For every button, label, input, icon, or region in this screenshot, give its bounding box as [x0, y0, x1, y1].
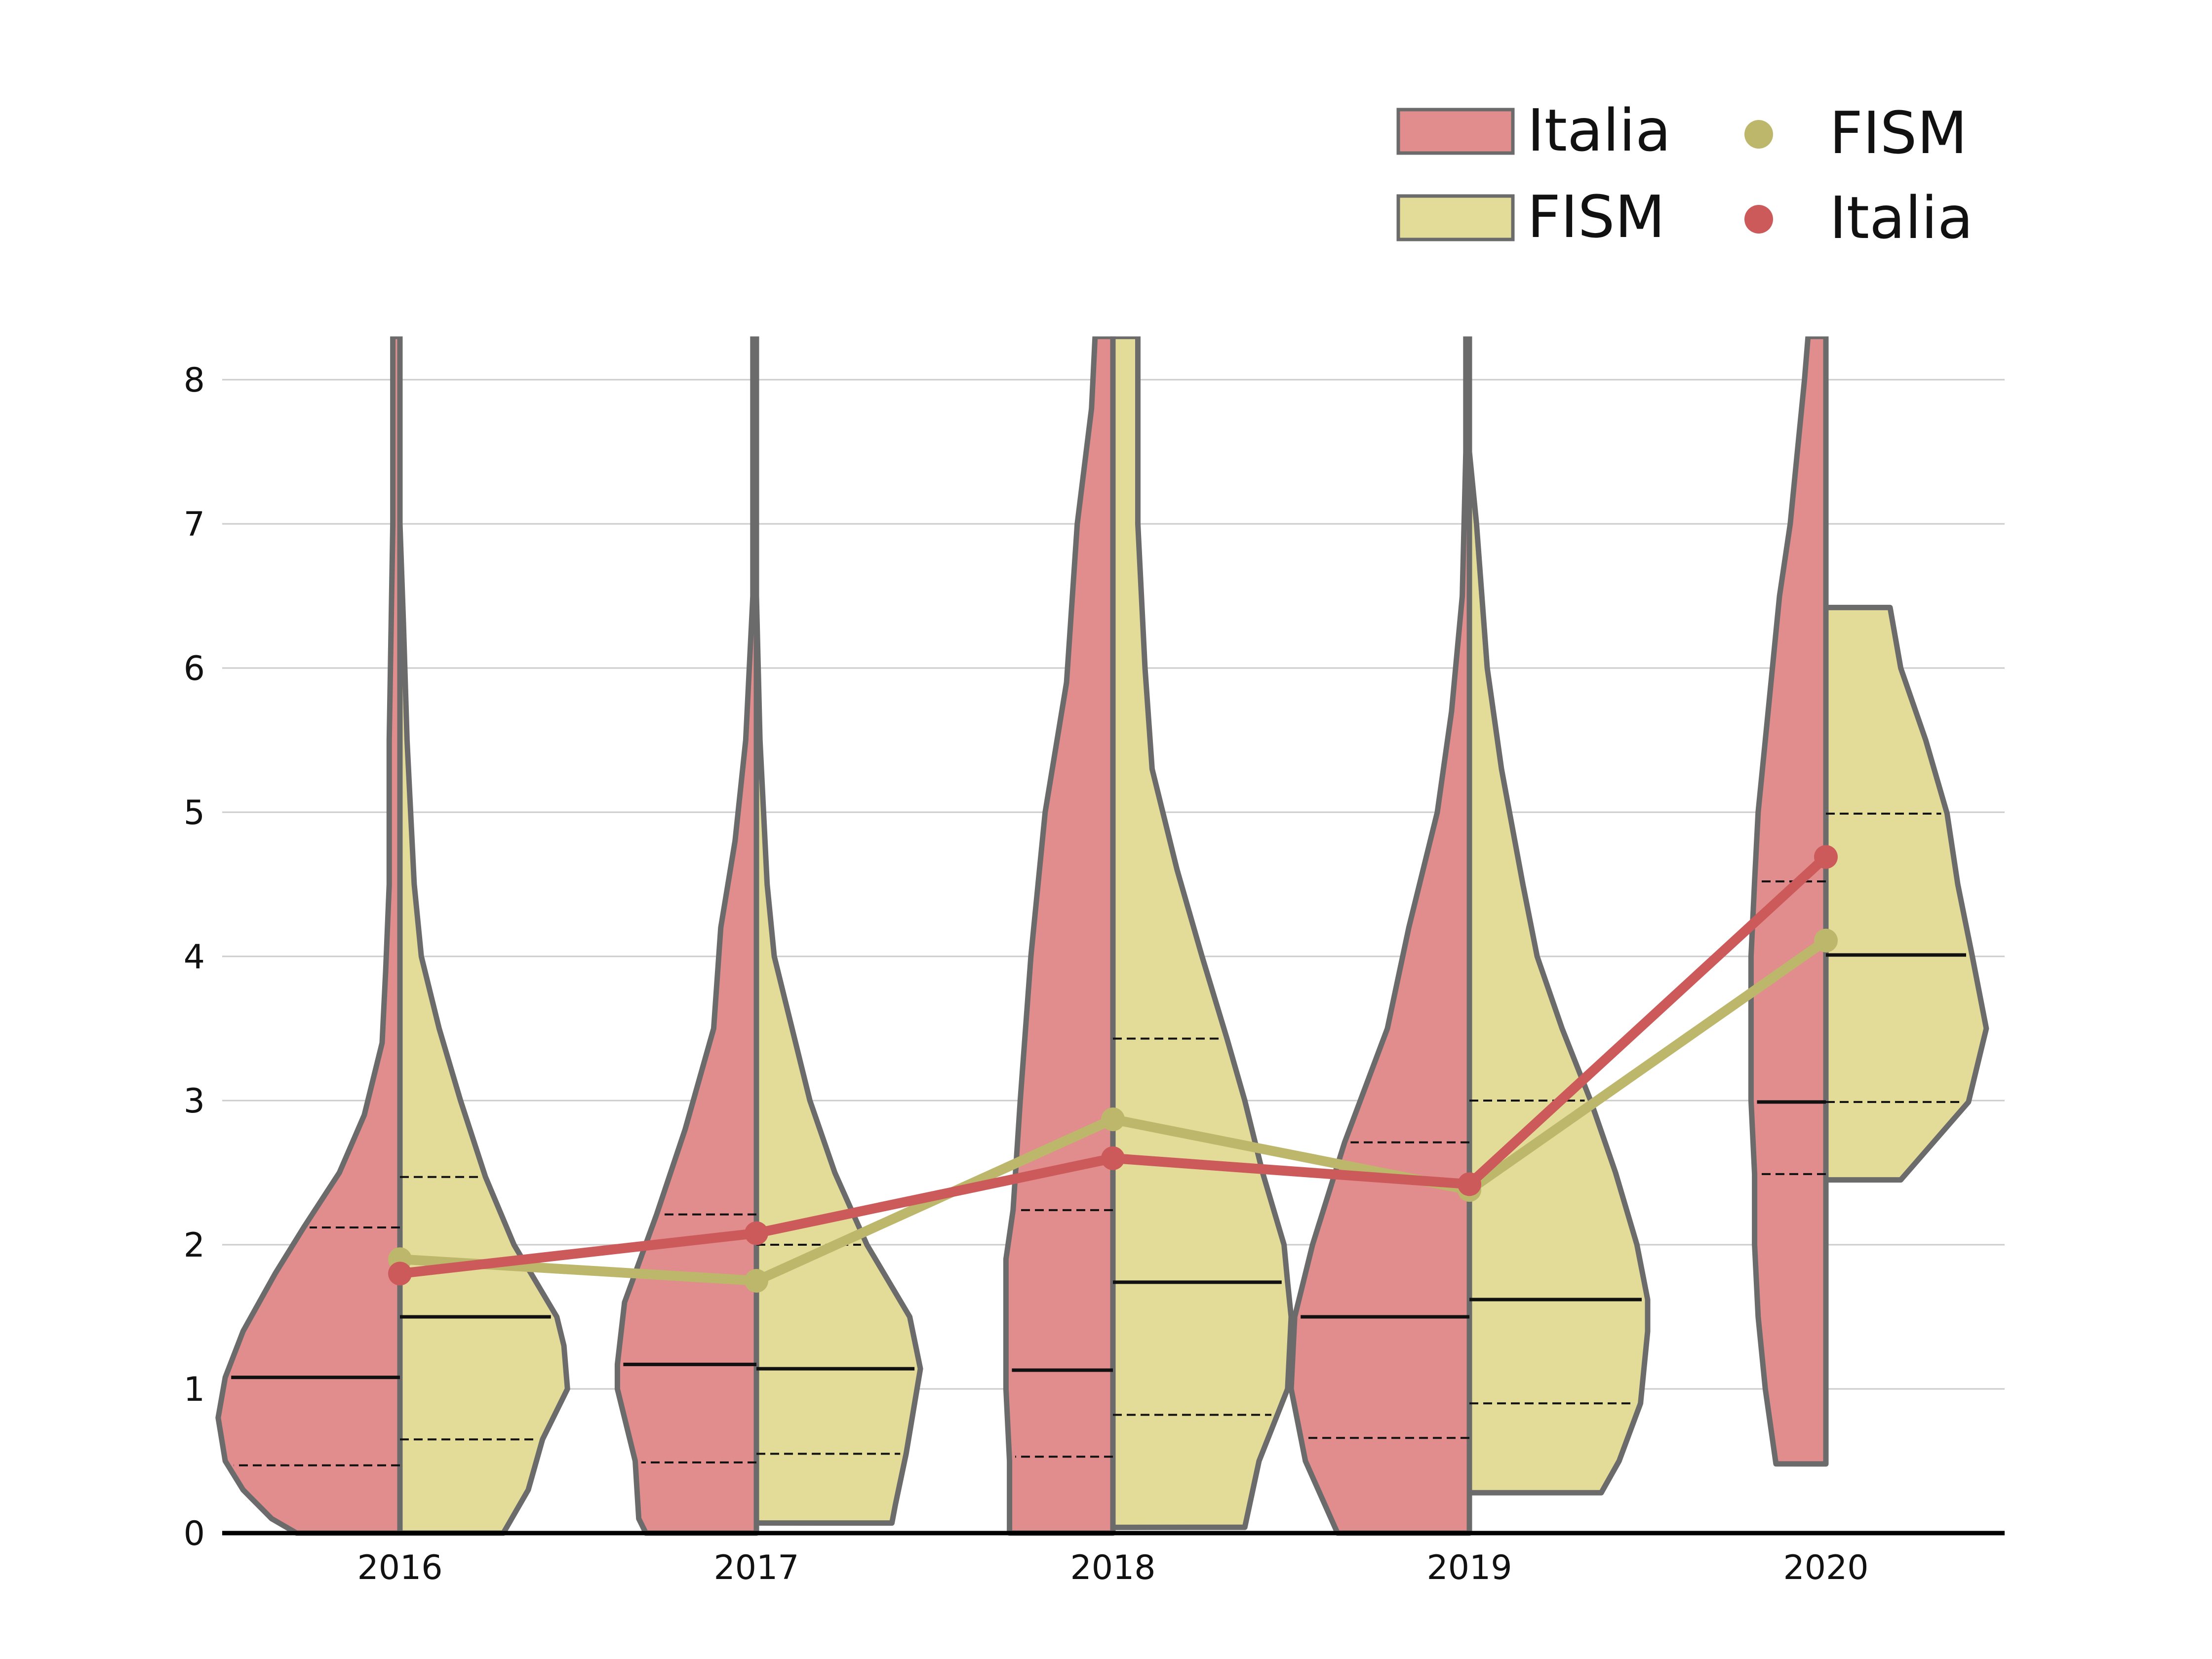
mean-point-fism — [745, 1269, 768, 1293]
mean-point-italia — [1101, 1146, 1125, 1170]
legend-swatch-italia — [1396, 108, 1515, 155]
y-tick-label: 3 — [184, 1082, 205, 1121]
y-tick-label: 0 — [184, 1514, 205, 1553]
y-tick-label: 7 — [184, 505, 205, 544]
mean-point-italia — [1814, 845, 1838, 869]
violin-fism-2018 — [1110, 336, 1294, 1530]
mean-lines — [388, 845, 1838, 1293]
mean-point-fism — [1101, 1107, 1125, 1131]
y-tick-label: 2 — [184, 1226, 205, 1265]
violin-fism-2017 — [753, 593, 923, 1526]
legend-marker-fism — [1744, 120, 1773, 149]
legend-label: Italia — [1527, 96, 1671, 164]
x-tick-label: 2018 — [1070, 1548, 1155, 1587]
axes: 0 1 2 3 4 5 6 7 8 2016 2017 2018 2019 2020 — [184, 361, 2005, 1587]
violin-italia-2020 — [1748, 336, 1829, 1467]
y-tick-label: 4 — [184, 938, 205, 977]
mean-point-italia — [388, 1262, 412, 1286]
mean-point-fism — [1814, 928, 1838, 952]
x-tick-label: 2017 — [713, 1548, 799, 1587]
x-tick-label: 2016 — [357, 1548, 442, 1587]
violin-fism-2016 — [397, 521, 570, 1536]
legend-marker-italia — [1744, 205, 1773, 234]
x-tick-label: 2019 — [1426, 1548, 1512, 1587]
violin-plots — [215, 336, 1989, 1536]
violin-fism-2019 — [1466, 449, 1651, 1496]
x-tick-label: 2020 — [1783, 1548, 1868, 1587]
violin-italia-2016 — [215, 336, 403, 1536]
legend-label: FISM — [1829, 99, 1967, 167]
y-tick-label: 8 — [184, 361, 205, 400]
legend-swatch-fism — [1396, 194, 1515, 241]
y-tick-label: 5 — [184, 793, 205, 832]
legend-label: FISM — [1527, 183, 1665, 251]
y-tick-label: 6 — [184, 649, 205, 688]
violin-italia-2017 — [614, 336, 759, 1536]
mean-point-italia — [745, 1221, 768, 1245]
violin-italia-2018 — [1003, 336, 1116, 1536]
legend: Italia FISM FISM Italia — [1396, 96, 1973, 252]
violin-italia-2019 — [1288, 336, 1472, 1536]
mean-point-italia — [1458, 1172, 1481, 1196]
y-tick-label: 1 — [184, 1370, 205, 1409]
legend-label: Italia — [1829, 184, 1973, 252]
violin-fism-2020 — [1823, 604, 1989, 1183]
